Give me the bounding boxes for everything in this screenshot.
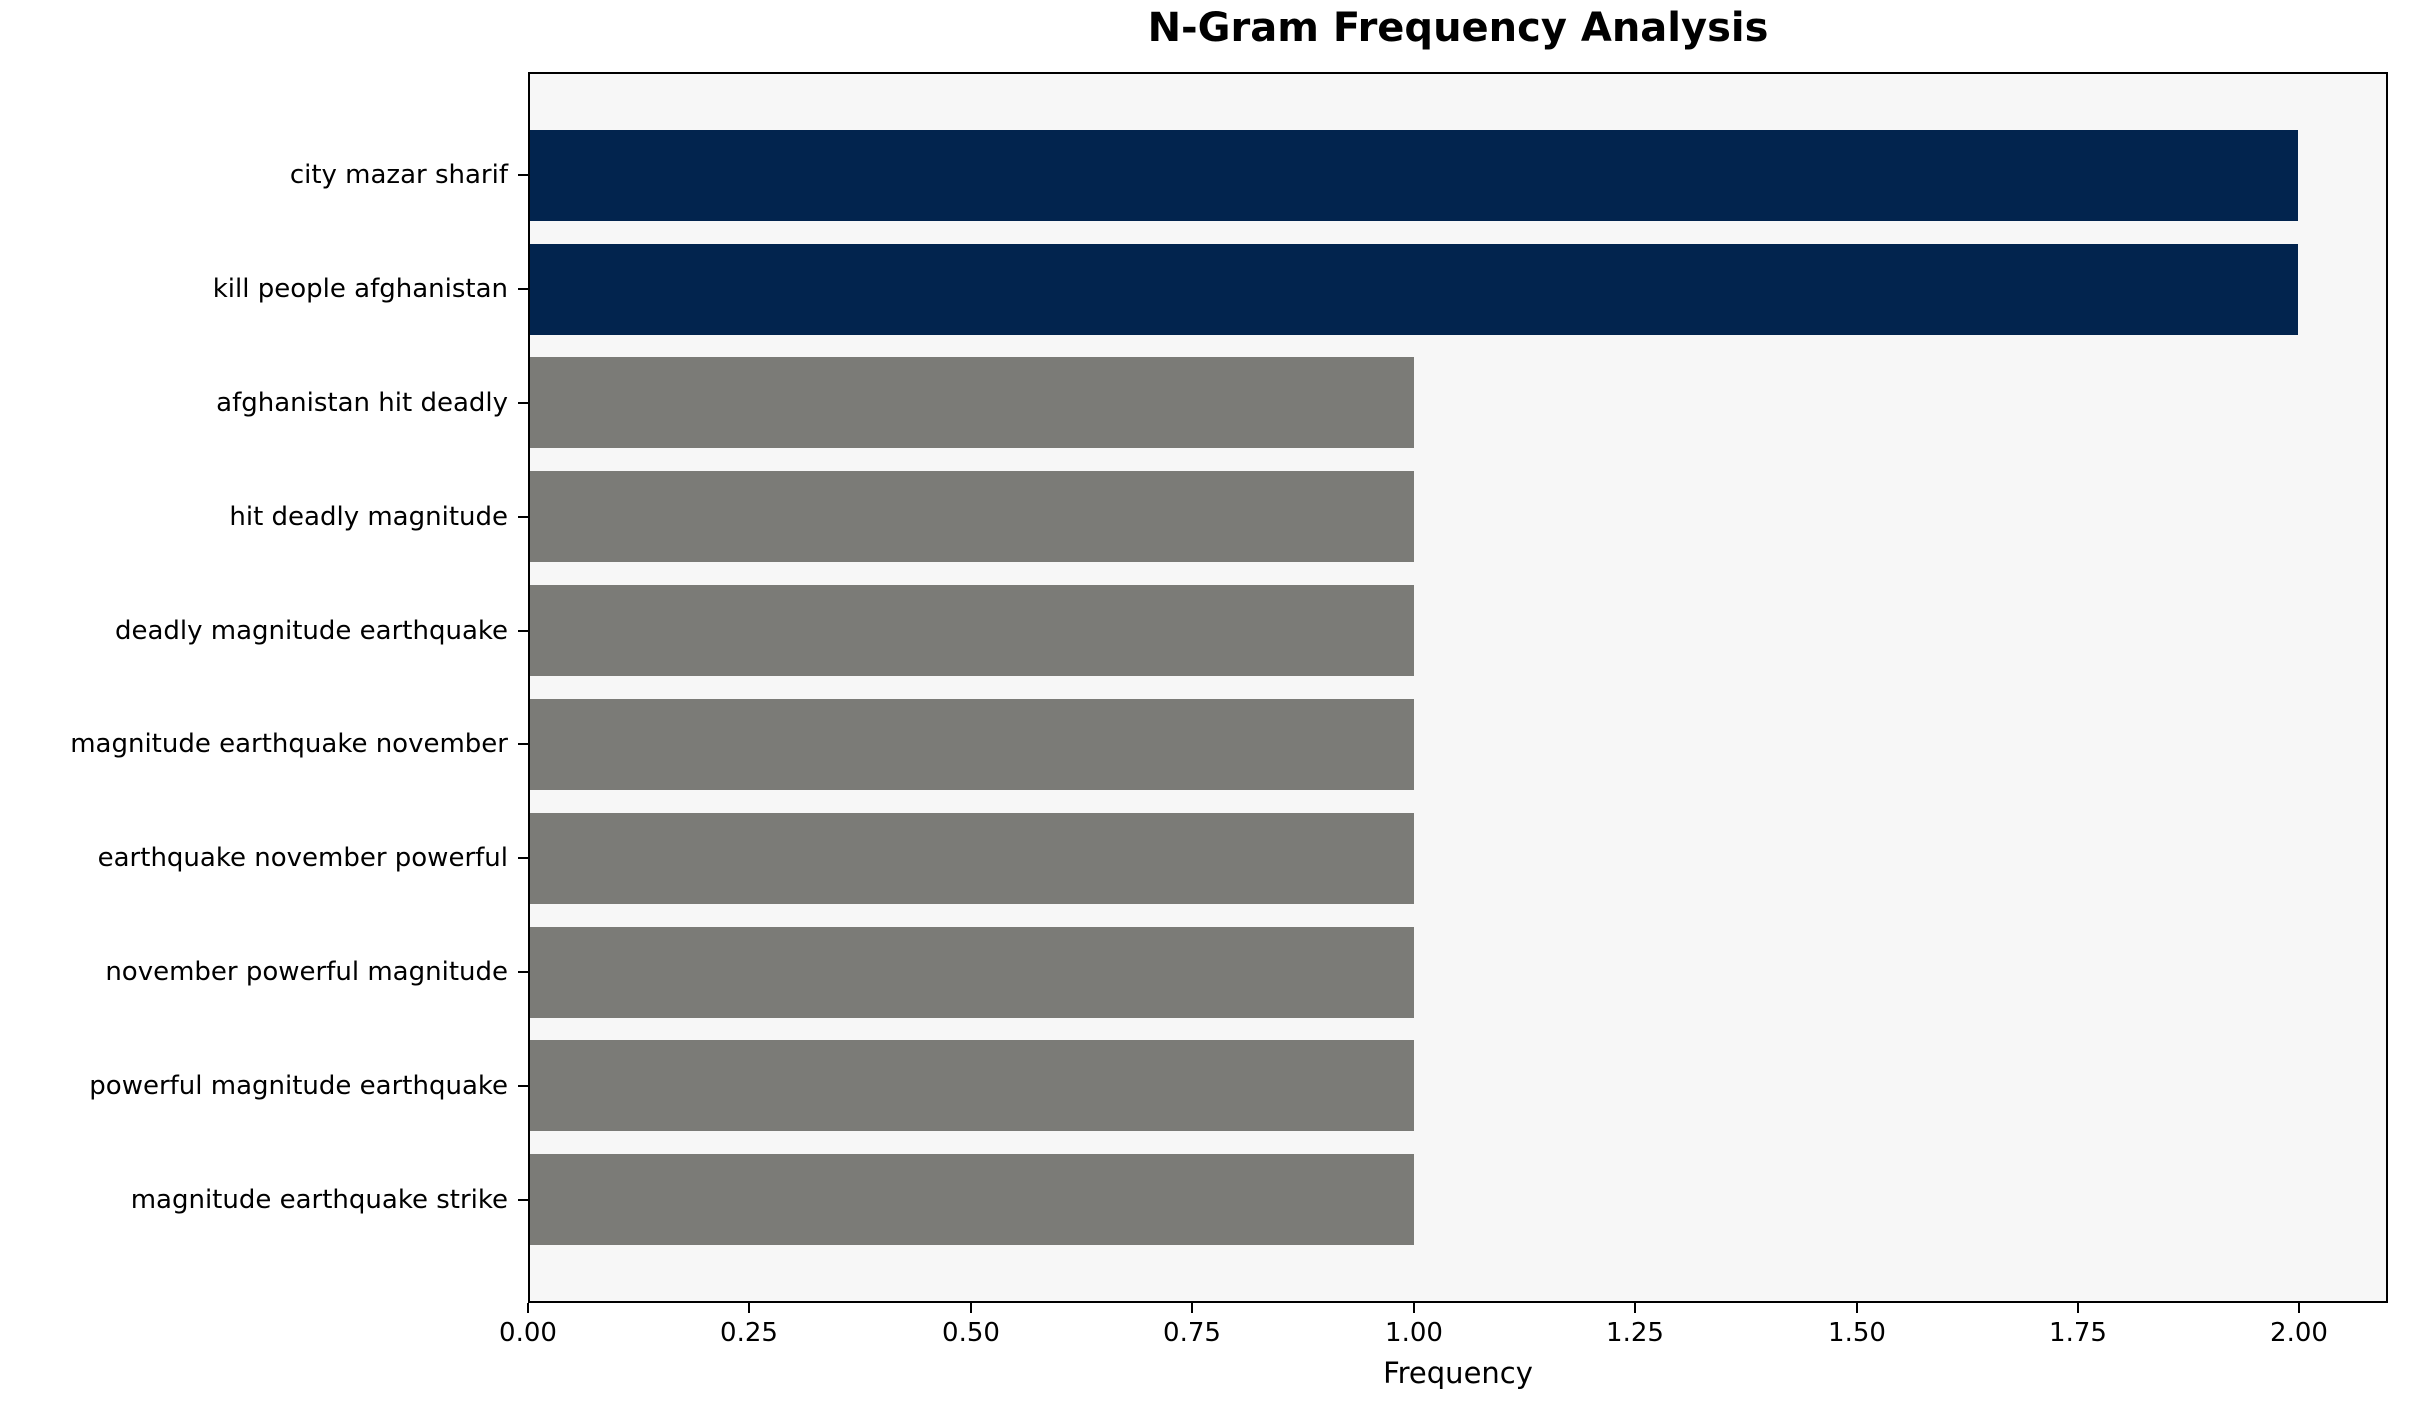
y-tick-label: city mazar sharif [289, 160, 508, 190]
bar-powerful-magnitude-earthquake [530, 1040, 1414, 1131]
y-tick-mark [518, 516, 528, 518]
bar-november-powerful-magnitude [530, 927, 1414, 1018]
x-tick-label: 0.00 [499, 1318, 557, 1348]
bar-magnitude-earthquake-strike [530, 1154, 1414, 1245]
x-tick-mark [2077, 1303, 2079, 1313]
x-tick-label: 0.75 [1163, 1318, 1221, 1348]
x-tick-label: 0.25 [720, 1318, 778, 1348]
x-tick-mark [1856, 1303, 1858, 1313]
bar-city-mazar-sharif [530, 130, 2298, 221]
y-tick-mark [518, 402, 528, 404]
y-tick-label: afghanistan hit deadly [216, 388, 508, 418]
y-tick-mark [518, 857, 528, 859]
y-tick-label: kill people afghanistan [212, 274, 508, 304]
x-tick-mark [748, 1303, 750, 1313]
x-tick-mark [1413, 1303, 1415, 1313]
plot-area [528, 72, 2388, 1303]
x-tick-label: 1.75 [2049, 1318, 2107, 1348]
y-tick-mark [518, 174, 528, 176]
x-tick-mark [970, 1303, 972, 1313]
y-tick-mark [518, 1085, 528, 1087]
x-tick-mark [1191, 1303, 1193, 1313]
x-axis-label: Frequency [1383, 1356, 1533, 1390]
y-tick-mark [518, 743, 528, 745]
x-tick-label: 1.50 [1828, 1318, 1886, 1348]
bar-hit-deadly-magnitude [530, 471, 1414, 562]
bar-kill-people-afghanistan [530, 244, 2298, 335]
bar-afghanistan-hit-deadly [530, 357, 1414, 448]
y-tick-label: magnitude earthquake november [70, 729, 508, 759]
y-tick-mark [518, 288, 528, 290]
y-tick-mark [518, 630, 528, 632]
bar-deadly-magnitude-earthquake [530, 585, 1414, 676]
y-tick-label: deadly magnitude earthquake [114, 616, 508, 646]
bar-magnitude-earthquake-november [530, 699, 1414, 790]
x-tick-label: 1.00 [1385, 1318, 1443, 1348]
y-tick-label: november powerful magnitude [105, 957, 508, 987]
x-tick-mark [1634, 1303, 1636, 1313]
y-tick-label: magnitude earthquake strike [130, 1185, 508, 1215]
x-tick-label: 2.00 [2270, 1318, 2328, 1348]
x-tick-mark [527, 1303, 529, 1313]
y-tick-mark [518, 971, 528, 973]
x-tick-label: 0.50 [942, 1318, 1000, 1348]
x-tick-label: 1.25 [1606, 1318, 1664, 1348]
chart-title: N-Gram Frequency Analysis [1147, 5, 1769, 51]
y-axis-labels: city mazar sharif kill people afghanistan… [0, 72, 508, 1303]
bar-earthquake-november-powerful [530, 813, 1414, 904]
x-tick-mark [2298, 1303, 2300, 1313]
y-tick-label: hit deadly magnitude [229, 502, 508, 532]
y-tick-label: earthquake november powerful [97, 843, 508, 873]
y-tick-mark [518, 1199, 528, 1201]
y-tick-label: powerful magnitude earthquake [89, 1071, 508, 1101]
